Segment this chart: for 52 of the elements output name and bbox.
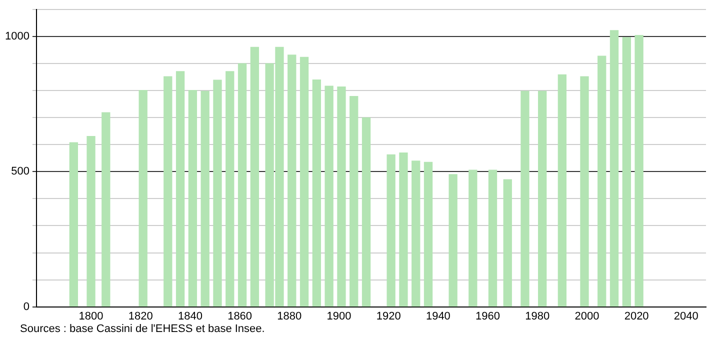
bar — [86, 136, 96, 307]
bar — [634, 34, 644, 307]
bar — [138, 90, 148, 307]
bar — [188, 90, 198, 307]
bar — [300, 56, 309, 307]
bar — [503, 179, 512, 307]
bar — [412, 160, 420, 307]
bar — [226, 71, 234, 307]
bar — [468, 170, 478, 307]
x-tick-label: 1960 — [476, 310, 500, 322]
bar — [610, 30, 619, 307]
bar — [200, 90, 210, 307]
x-tick-label: 2020 — [624, 310, 649, 322]
bar — [69, 142, 78, 307]
x-tick-label: 1980 — [525, 310, 550, 322]
x-tick-label: 1900 — [326, 310, 352, 322]
bar — [102, 112, 110, 307]
bar — [324, 86, 334, 307]
x-tick-label: 1800 — [78, 310, 104, 322]
bar — [399, 152, 408, 307]
bar — [312, 80, 322, 307]
y-tick-label: 1000 — [4, 30, 30, 43]
bar — [164, 76, 172, 307]
bar — [580, 76, 589, 307]
bar — [213, 80, 222, 307]
bar — [386, 154, 396, 307]
y-tick-label: 0 — [23, 300, 30, 313]
bar — [238, 63, 247, 307]
bar — [520, 90, 530, 307]
bar — [362, 117, 371, 307]
bar — [424, 162, 433, 307]
bar — [488, 170, 498, 307]
x-tick-label: 1880 — [277, 310, 302, 322]
x-tick-label: 2040 — [674, 310, 698, 322]
bar — [337, 86, 346, 307]
bar — [538, 90, 547, 307]
x-tick-label: 1820 — [128, 310, 153, 322]
bar — [288, 54, 296, 307]
bar — [250, 46, 260, 307]
bar — [448, 174, 458, 307]
x-tick-label: 1920 — [376, 310, 401, 322]
bar — [350, 96, 358, 307]
bar — [598, 56, 606, 307]
x-tick-label: 2000 — [574, 310, 600, 322]
bar — [176, 71, 185, 307]
source-note: Sources : base Cassini de l'EHESS et base Insee. — [20, 323, 265, 335]
x-tick-label: 1940 — [426, 310, 450, 322]
y-tick-label: 500 — [11, 166, 30, 178]
x-tick-label: 1860 — [228, 310, 252, 322]
bar — [558, 74, 567, 307]
x-tick-label: 1840 — [178, 310, 202, 322]
bar — [622, 37, 631, 307]
